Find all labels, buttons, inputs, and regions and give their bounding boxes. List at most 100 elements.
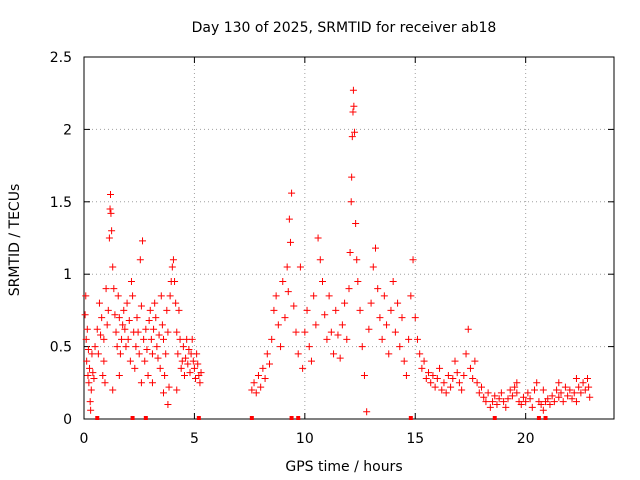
- data-point: [172, 299, 180, 307]
- data-point: [107, 191, 114, 199]
- data-point: [495, 395, 503, 403]
- data-point: [398, 314, 406, 322]
- data-point: [104, 306, 112, 314]
- data-point: [166, 292, 174, 300]
- data-point: [442, 389, 450, 397]
- data-point: [356, 306, 364, 314]
- data-point: [148, 350, 156, 358]
- data-point: [281, 314, 289, 322]
- data-point: [261, 374, 269, 382]
- data-point: [374, 285, 382, 293]
- axis-marker: [196, 416, 201, 420]
- data-point: [116, 350, 124, 358]
- data-point: [334, 331, 342, 339]
- data-point: [323, 335, 331, 343]
- data-point: [497, 389, 505, 397]
- data-point: [425, 369, 432, 377]
- axis-ticks: [83, 56, 614, 420]
- data-point: [570, 389, 578, 397]
- axis-marker: [95, 416, 100, 420]
- data-point: [581, 386, 589, 394]
- data-point: [180, 372, 188, 380]
- data-point: [548, 392, 556, 400]
- data-point: [561, 383, 569, 391]
- data-point: [169, 256, 177, 264]
- axis-marker: [249, 416, 254, 420]
- data-point: [349, 86, 357, 94]
- data-point: [259, 364, 267, 372]
- x-tick-label: 10: [296, 431, 314, 447]
- data-point: [299, 364, 307, 372]
- data-point: [400, 357, 408, 365]
- data-point: [105, 234, 113, 242]
- data-point: [176, 335, 184, 343]
- data-point: [84, 372, 92, 380]
- data-point: [83, 325, 91, 333]
- data-point: [519, 393, 527, 401]
- data-point: [131, 364, 139, 372]
- y-tick-label: 1.5: [50, 195, 72, 211]
- data-point: [133, 314, 141, 322]
- data-point: [566, 386, 574, 394]
- data-point: [132, 343, 140, 351]
- data-point: [163, 306, 171, 314]
- data-point: [290, 302, 298, 310]
- data-point: [160, 335, 167, 343]
- data-point: [123, 299, 131, 307]
- data-point: [188, 335, 196, 343]
- data-point: [95, 299, 103, 307]
- data-point: [307, 357, 315, 365]
- data-point: [351, 128, 359, 136]
- data-point: [471, 357, 479, 365]
- data-point: [173, 328, 181, 336]
- data-point: [252, 389, 260, 397]
- data-point: [319, 277, 326, 285]
- data-point: [106, 205, 114, 213]
- axis-tick-labels: 0 5 10 15 20 0 0.5 1 1.5 2 2.5: [50, 50, 535, 447]
- data-point: [109, 386, 117, 394]
- data-point: [140, 335, 148, 343]
- data-point: [349, 108, 357, 116]
- data-point: [466, 364, 474, 372]
- data-point: [409, 256, 417, 264]
- data-point: [433, 374, 441, 382]
- data-point: [539, 406, 547, 414]
- data-point: [129, 292, 137, 300]
- plot-frame: [83, 56, 615, 420]
- data-point: [447, 383, 455, 391]
- data-point: [585, 383, 593, 391]
- data-point: [87, 386, 95, 394]
- data-point: [154, 354, 162, 362]
- data-point: [93, 325, 101, 333]
- data-point: [139, 237, 147, 245]
- data-point: [100, 335, 108, 343]
- data-point: [115, 372, 123, 380]
- data-point: [294, 350, 302, 358]
- data-point: [310, 292, 318, 300]
- data-point: [517, 401, 525, 409]
- data-point: [113, 343, 121, 351]
- data-point: [396, 343, 404, 351]
- data-point: [110, 285, 118, 293]
- data-point: [263, 350, 271, 358]
- data-point: [550, 398, 558, 406]
- data-point: [155, 331, 163, 339]
- data-point: [367, 299, 375, 307]
- data-point: [153, 343, 161, 351]
- data-point: [438, 386, 446, 394]
- data-point: [568, 395, 576, 403]
- data-point: [537, 401, 545, 409]
- data-point: [120, 306, 128, 314]
- data-point: [332, 306, 340, 314]
- data-point: [387, 306, 395, 314]
- data-point: [411, 314, 419, 322]
- data-point: [160, 389, 167, 397]
- data-point: [182, 354, 190, 362]
- data-point: [327, 328, 335, 336]
- axis-marker: [536, 416, 541, 420]
- data-point: [107, 209, 115, 217]
- data-point: [413, 335, 421, 343]
- y-tick-label: 1: [63, 267, 72, 283]
- data-point: [559, 398, 567, 406]
- data-point: [257, 383, 265, 391]
